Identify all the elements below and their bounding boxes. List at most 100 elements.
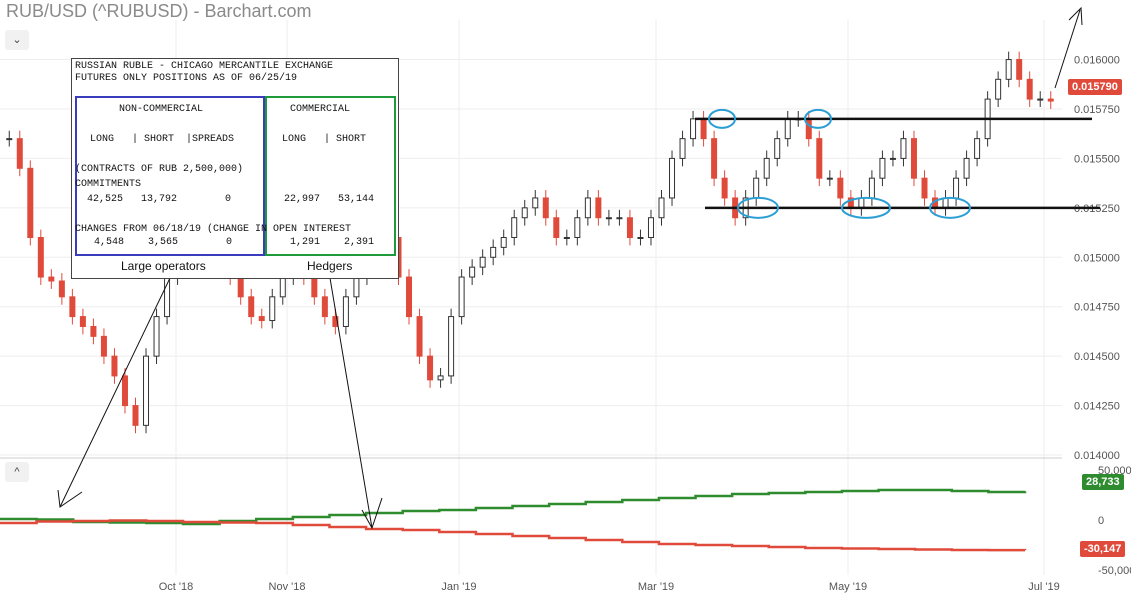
candle-body — [79, 316, 86, 327]
hedgers-label: Hedgers — [307, 259, 353, 273]
candle-body — [237, 276, 244, 298]
commercial-frame — [265, 96, 396, 256]
candle-body — [868, 177, 875, 199]
candle-body — [100, 335, 107, 357]
support-touch-marker — [841, 196, 891, 219]
candle-body — [605, 217, 612, 220]
x-tick-label: Oct '18 — [159, 581, 194, 593]
candle-body — [542, 197, 549, 219]
price-y-tick: 0.014750 — [1074, 302, 1120, 314]
candle-body — [626, 217, 633, 239]
candle-body — [16, 138, 23, 169]
collapse-cot-button[interactable]: ^ — [5, 462, 29, 482]
candle-body — [521, 207, 528, 219]
candle-body — [963, 157, 970, 179]
candle-body — [258, 316, 265, 322]
candle-body — [479, 256, 486, 268]
candle-body — [332, 316, 339, 327]
candle-body — [1026, 78, 1033, 100]
candle-body — [805, 118, 812, 140]
candle-body — [532, 197, 539, 209]
candle-body — [837, 177, 844, 199]
candle-body — [753, 177, 760, 199]
candle-body — [279, 276, 286, 298]
large-operators-label: Large operators — [121, 259, 206, 273]
candle-body — [121, 375, 128, 407]
candle-body — [469, 266, 476, 278]
candle-body — [448, 316, 455, 377]
price-y-tick: 0.015750 — [1074, 104, 1120, 116]
candle-body — [953, 177, 960, 199]
contracts-line: (CONTRACTS OF RUB 2,500,000) — [75, 164, 244, 175]
candle-body — [143, 355, 150, 426]
collapse-price-button[interactable]: ⌄ — [5, 30, 29, 50]
candle-body — [563, 237, 570, 239]
candle-body — [37, 237, 44, 278]
resistance-touch-marker — [708, 108, 736, 129]
candle-body — [942, 197, 949, 209]
x-tick-label: Mar '19 — [638, 581, 674, 593]
candle-body — [511, 217, 518, 239]
large-operators-pointer — [59, 277, 171, 508]
candle-body — [889, 157, 896, 160]
commitments-label: COMMITMENTS — [75, 179, 142, 190]
candle-body — [690, 118, 697, 140]
candle-body — [816, 138, 823, 179]
cot-series-line — [0, 519, 1027, 552]
candle-body — [27, 167, 34, 238]
candle-body — [774, 138, 781, 159]
candle-body — [879, 157, 886, 179]
cot-series-line — [0, 488, 1027, 526]
candle-body — [153, 316, 160, 357]
large-operators-arrowhead — [57, 489, 83, 508]
candle-body — [1016, 59, 1023, 80]
price-y-tick: 0.016000 — [1074, 55, 1120, 67]
candle-body — [858, 197, 865, 209]
candle-body — [500, 237, 507, 248]
noncommercial-columns: LONG | SHORT |SPREADS — [90, 134, 235, 145]
candle-body — [700, 118, 707, 140]
cot-y-tick: 0 — [1098, 515, 1104, 527]
noncommercial-commitments: 42,525 13,792 0 — [87, 194, 232, 205]
candle-body — [784, 118, 791, 140]
hedgers-arrowhead — [361, 497, 383, 530]
candle-body — [416, 316, 423, 357]
noncommercial-value-tag: -30,147 — [1080, 541, 1126, 557]
candle-body — [90, 325, 97, 337]
price-y-tick: 0.015500 — [1074, 153, 1120, 165]
candle-body — [427, 355, 434, 381]
commercial-heading: COMMERCIAL — [290, 104, 351, 115]
price-y-tick: 0.014250 — [1074, 401, 1120, 413]
candle-body — [647, 217, 654, 239]
candle-body — [248, 296, 255, 318]
candle-body — [269, 296, 276, 322]
cot-title-line: RUSSIAN RUBLE - CHICAGO MERCANTILE EXCHA… — [75, 61, 334, 72]
x-tick-label: Jan '19 — [441, 581, 476, 593]
candle-body — [910, 138, 917, 179]
noncommercial-changes: 4,548 3,565 0 — [94, 237, 233, 248]
commercial-changes: 1,291 2,391 — [290, 237, 375, 248]
candle-body — [921, 177, 928, 199]
candle-body — [616, 217, 623, 220]
candle-body — [458, 276, 465, 318]
candle-body — [58, 280, 65, 298]
resistance-touch-marker — [804, 108, 832, 129]
candle-body — [900, 138, 907, 159]
cot-y-tick: -50,000 — [1098, 565, 1131, 577]
candle-body — [353, 276, 360, 298]
hedgers-pointer — [329, 277, 373, 529]
candle-body — [669, 157, 676, 199]
candle-body — [490, 246, 497, 258]
candle-body — [974, 138, 981, 159]
commercial-commitments: 22,997 53,144 — [284, 194, 375, 205]
candle-body — [1005, 59, 1012, 80]
candle-body — [1037, 98, 1044, 101]
candle-body — [763, 157, 770, 179]
candle-body — [406, 276, 413, 318]
noncommercial-frame — [75, 96, 265, 256]
candle-body — [69, 296, 76, 318]
candle-body — [6, 138, 13, 141]
commercial-columns: LONG | SHORT — [282, 134, 367, 145]
candle-body — [342, 296, 349, 327]
breakout-arrow — [1054, 9, 1081, 89]
